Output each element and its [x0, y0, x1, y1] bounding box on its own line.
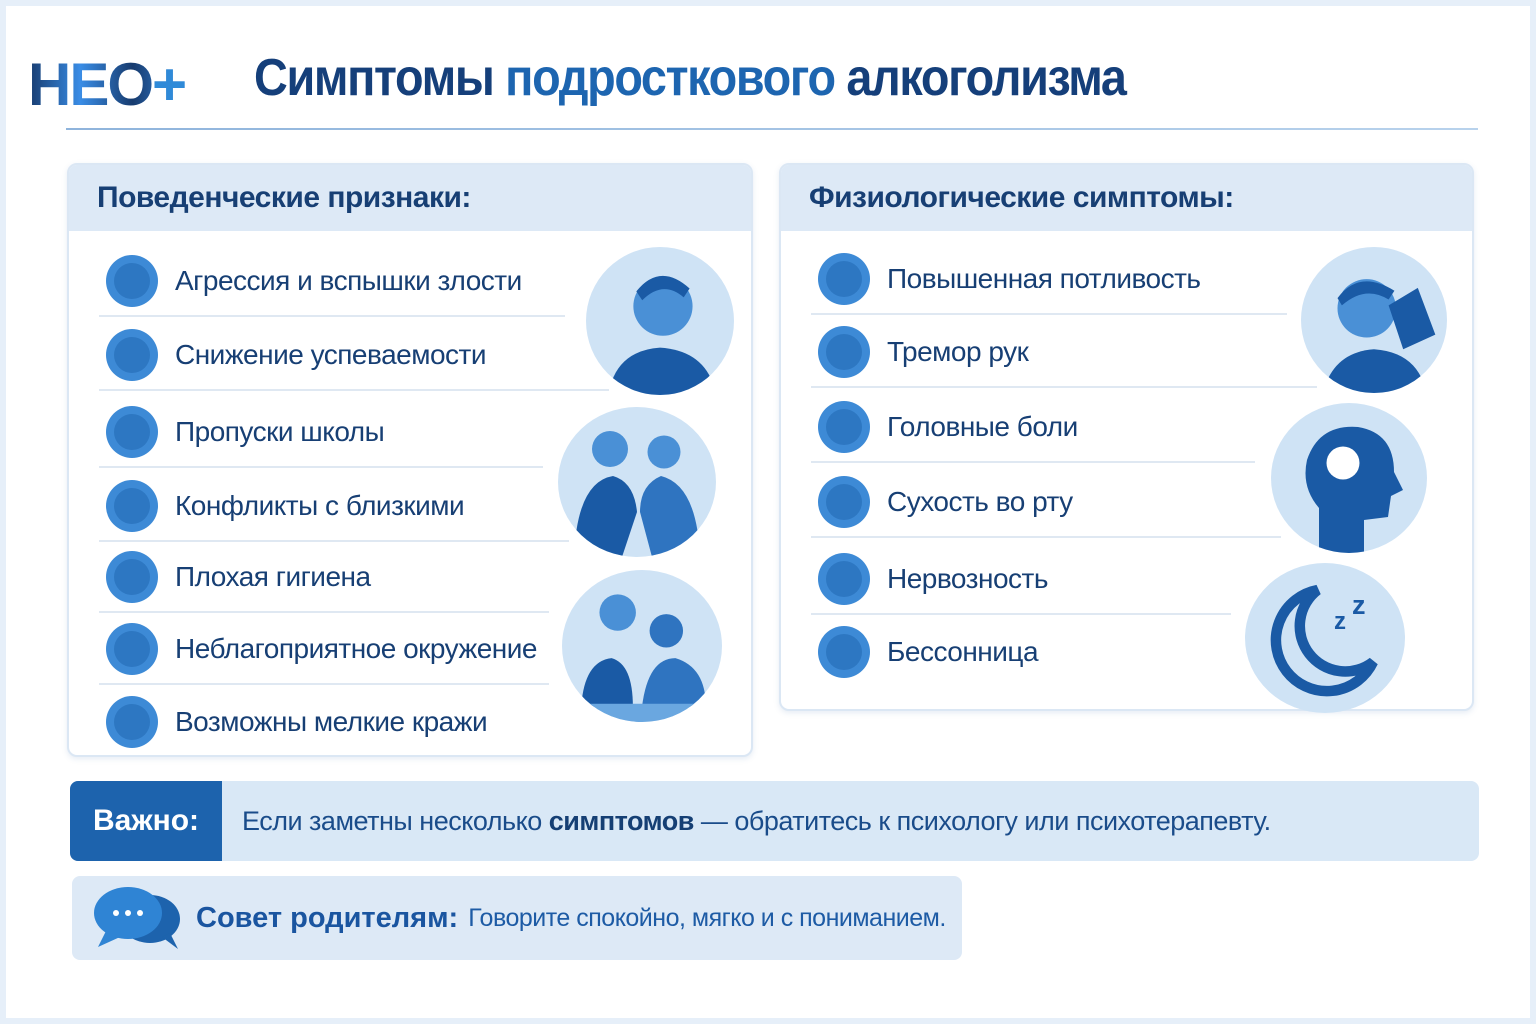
- list-item: Сухость во рту: [811, 468, 1281, 538]
- teen-illustration: [586, 247, 734, 395]
- behavioral-heading: Поведенческие признаки:: [69, 165, 751, 231]
- list-item: Снижение успеваемости: [99, 321, 609, 391]
- important-tag: Важно:: [70, 781, 222, 861]
- important-banner: Важно: Если заметны несколько симптомов …: [70, 781, 1479, 861]
- headache-illustration: [1271, 403, 1427, 553]
- svg-text:z: z: [1334, 608, 1346, 635]
- list-item: Повышенная потливость: [811, 245, 1287, 315]
- tip-heading: Совет родителям:: [196, 901, 459, 934]
- wallet-icon: [99, 692, 165, 752]
- list-item: Конфликты с близкими: [99, 472, 569, 542]
- list-item: Бессонница: [811, 617, 1231, 687]
- item-label: Пропуски школы: [175, 416, 385, 447]
- list-item: Агрессия и вспышки злости: [99, 247, 565, 317]
- hygiene-icon: [99, 547, 165, 607]
- parent-tip: Совет родителям: Говорите спокойно, мягк…: [72, 876, 962, 960]
- sweating-illustration: [1301, 247, 1447, 393]
- shirt-icon: [99, 476, 165, 536]
- svg-text:z: z: [1352, 590, 1366, 620]
- school-icon: [99, 402, 165, 462]
- item-label: Неблагоприятное окружение: [175, 633, 537, 664]
- item-label: Бессонница: [887, 636, 1039, 667]
- item-label: Агрессия и вспышки злости: [175, 265, 522, 296]
- item-label: Нервозность: [887, 563, 1048, 594]
- head-pain-icon: [811, 397, 877, 457]
- list-item: Нервозность: [811, 545, 1231, 615]
- physiological-heading: Физиологические симптомы:: [781, 165, 1472, 231]
- list-item: Головные боли: [811, 393, 1255, 463]
- sweat-drops-icon: [811, 249, 877, 309]
- lips-icon: [811, 472, 877, 532]
- shaking-hand-icon: [811, 322, 877, 382]
- tip-text: Говорите спокойно, мягко и с пониманием.: [468, 903, 946, 932]
- nervous-face-icon: [811, 549, 877, 609]
- list-item: Пропуски школы: [99, 398, 543, 468]
- item-label: Повышенная потливость: [887, 263, 1201, 294]
- important-text: Если заметны несколько симптомов — обрат…: [242, 805, 1271, 836]
- peer-pressure-illustration: [562, 570, 722, 722]
- item-label: Головные боли: [887, 411, 1078, 442]
- item-label: Плохая гигиена: [175, 561, 371, 592]
- infographic: НЕО+ Симптомы подросткового алкоголизма …: [6, 6, 1530, 1018]
- sleepy-face-icon: [811, 622, 877, 682]
- angry-face-icon: [99, 251, 165, 311]
- item-label: Конфликты с близкими: [175, 490, 465, 521]
- group-icon: [99, 619, 165, 679]
- item-label: Сухость во рту: [887, 486, 1073, 517]
- list-item: Плохая гигиена: [99, 543, 549, 613]
- chart-down-icon: [99, 325, 165, 385]
- item-label: Снижение успеваемости: [175, 339, 487, 370]
- item-label: Тремор рук: [887, 336, 1029, 367]
- chat-bubbles-icon: [94, 887, 180, 949]
- list-item: Возможны мелкие кражи: [99, 687, 549, 757]
- page-title: Симптомы подросткового алкоголизма: [254, 49, 1127, 107]
- item-label: Возможны мелкие кражи: [175, 706, 488, 737]
- conflict-illustration: [558, 407, 716, 557]
- divider: [66, 128, 1478, 130]
- list-item: Тремор рук: [811, 318, 1317, 388]
- list-item: Неблагоприятное окружение: [99, 615, 549, 685]
- behavioral-panel: Поведенческие признаки: Агрессия и вспыш…: [67, 163, 753, 757]
- logo: НЕО+: [28, 51, 187, 118]
- physiological-panel: Физиологические симптомы: Повышенная пот…: [779, 163, 1474, 713]
